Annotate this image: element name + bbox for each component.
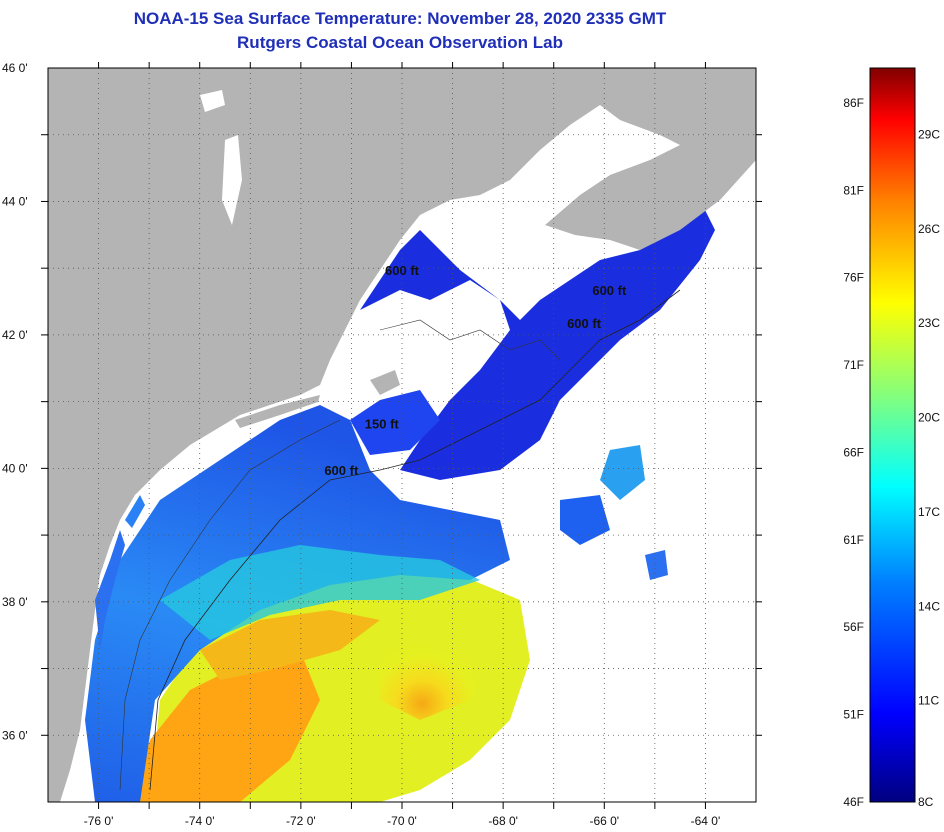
contour-label: 600 ft <box>324 463 359 478</box>
new-brunswick <box>600 85 720 140</box>
axis-ticks <box>41 62 762 809</box>
warm-water-band <box>200 610 380 680</box>
chesapeake-bay <box>95 530 125 650</box>
contour-label: 600 ft <box>385 263 420 278</box>
lat-tick-label: 42 0' <box>2 328 28 342</box>
colorbar-f-label: 81F <box>843 183 864 197</box>
colorbar-c-label: 26C <box>918 222 940 236</box>
contour-label: 600 ft <box>592 283 627 298</box>
lon-tick-label: -72 0' <box>286 814 316 828</box>
chart-subtitle: Rutgers Coastal Ocean Observation Lab <box>237 33 563 52</box>
colorbar-c-label: 8C <box>918 795 934 809</box>
us-landmass <box>48 68 756 802</box>
contour-150ft <box>119 419 341 791</box>
lat-tick-label: 40 0' <box>2 461 28 475</box>
long-island <box>235 395 320 428</box>
colorbar-f-label: 46F <box>843 795 864 809</box>
colorbar-f-label: 86F <box>843 96 864 110</box>
lake-cloud-1 <box>200 90 225 112</box>
cyan-band <box>160 545 480 640</box>
lat-tick-label: 38 0' <box>2 595 28 609</box>
lon-tick-label: -68 0' <box>488 814 518 828</box>
colorbar <box>869 67 916 803</box>
warm-water-orange <box>130 650 320 802</box>
colorbar-celsius-labels: 29C 26C 23C 20C 17C 14C 11C 8C <box>918 127 940 809</box>
colorbar-f-label: 56F <box>843 620 864 634</box>
contour-labels: 600 ft 150 ft 600 ft 600 ft 600 ft <box>324 263 627 478</box>
nova-scotia <box>545 115 756 250</box>
colorbar-f-label: 71F <box>843 358 864 372</box>
lon-tick-label: -74 0' <box>185 814 215 828</box>
chart-title: NOAA-15 Sea Surface Temperature: Novembe… <box>133 9 667 28</box>
colorbar-c-label: 20C <box>918 411 940 425</box>
colorbar-c-label: 17C <box>918 505 940 519</box>
lake-champlain <box>222 135 242 225</box>
offshore-patch-2 <box>645 550 668 580</box>
warm-core <box>380 610 500 720</box>
colorbar-c-label: 29C <box>918 127 940 141</box>
lat-tick-label: 36 0' <box>2 728 28 742</box>
lat-tick-label: 46 0' <box>2 61 28 75</box>
colorbar-c-label: 23C <box>918 316 940 330</box>
lon-tick-label: -70 0' <box>387 814 417 828</box>
contour-label: 600 ft <box>567 316 602 331</box>
colorbar-f-label: 51F <box>843 708 864 722</box>
colorbar-f-label: 61F <box>843 533 864 547</box>
gulf-of-maine-water <box>360 200 715 480</box>
lon-tick-label: -66 0' <box>589 814 619 828</box>
contour-600ft <box>149 289 681 791</box>
offshore-patch <box>560 495 610 545</box>
offshore-eddy <box>600 445 645 500</box>
lon-tick-labels: -76 0' -74 0' -72 0' -70 0' -68 0' -66 0' -64 … <box>84 814 721 828</box>
georges-bank-water <box>350 390 440 455</box>
cape-cod <box>370 370 400 395</box>
delaware-bay <box>125 495 145 528</box>
shelf-water <box>85 405 510 802</box>
colorbar-fahrenheit-labels: 86F 81F 76F 71F 66F 61F 56F 51F 46F <box>843 96 864 809</box>
colorbar-f-label: 76F <box>843 271 864 285</box>
lat-tick-label: 44 0' <box>2 194 28 208</box>
lat-tick-labels: 46 0' 44 0' 42 0' 40 0' 38 0' 36 0' <box>2 61 28 742</box>
contour-label: 150 ft <box>365 416 400 431</box>
lon-tick-label: -64 0' <box>691 814 721 828</box>
colorbar-c-label: 14C <box>918 599 940 613</box>
colorbar-f-label: 66F <box>843 445 864 459</box>
map-field <box>48 68 756 802</box>
lat-lon-grid <box>48 68 756 802</box>
lon-tick-label: -76 0' <box>84 814 114 828</box>
contour-gulf <box>379 319 561 361</box>
colorbar-c-label: 11C <box>918 694 939 708</box>
